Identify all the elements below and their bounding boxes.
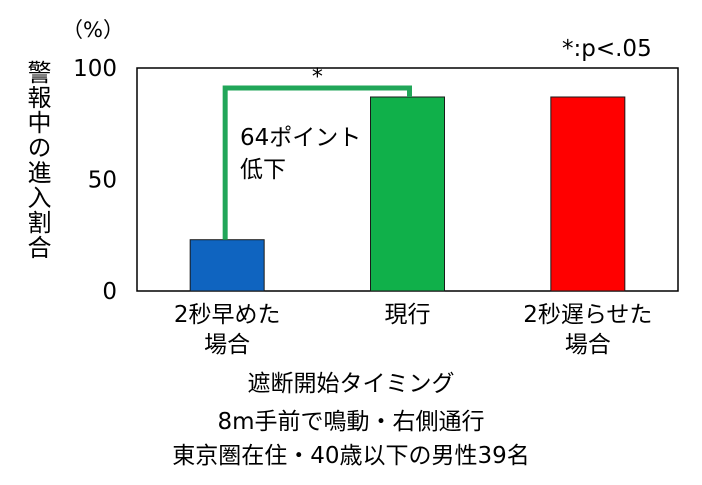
- bar: [370, 96, 445, 292]
- bars: [189, 96, 626, 292]
- bar: [189, 239, 265, 292]
- x-category-label: 現行: [318, 300, 498, 330]
- significance-bracket: *: [222, 65, 412, 240]
- bar: [550, 96, 626, 292]
- y-tick-label: 50: [88, 168, 117, 194]
- y-axis-label: 警報中の進入割合: [23, 60, 51, 260]
- category-line1: 現行: [384, 302, 431, 328]
- significance-note: *:p<.05: [562, 36, 652, 62]
- y-tick-label: 100: [73, 56, 117, 82]
- x-category-label: 2秒早めた 場合: [137, 300, 317, 360]
- y-unit-label: （%）: [62, 18, 124, 42]
- x-category-label: 2秒遅らせた 場合: [498, 300, 678, 360]
- difference-annotation: 64ポイント 低下: [240, 122, 400, 186]
- category-line1: 2秒早めた: [173, 302, 281, 328]
- condition-line-1: 8m手前で鳴動・右側通行: [217, 409, 485, 435]
- bracket-line: [222, 85, 412, 240]
- category-line1: 2秒遅らせた: [523, 302, 653, 328]
- annotation-line2: 低下: [240, 157, 286, 183]
- y-tick-label: 0: [102, 279, 117, 305]
- x-axis-title: 遮断開始タイミング: [247, 371, 455, 397]
- annotation-line1: 64ポイント: [240, 125, 362, 151]
- significance-star: *: [312, 65, 323, 90]
- y-axis-ticks: 0 50 100: [73, 56, 117, 305]
- condition-line-2: 東京圏在住・40歳以下の男性39名: [172, 443, 530, 469]
- category-line2: 場合: [564, 332, 611, 358]
- category-line2: 場合: [204, 332, 251, 358]
